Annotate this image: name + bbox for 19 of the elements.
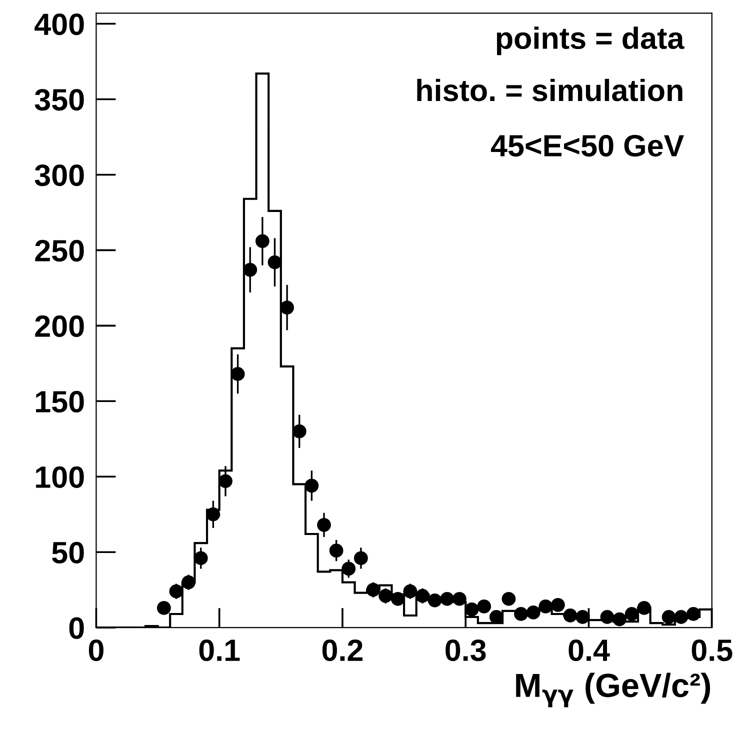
- x-tick-label: 0.1: [199, 639, 240, 662]
- y-tick-label: 200: [35, 315, 84, 338]
- annotation: 45<E<50 GeV: [490, 134, 684, 157]
- x-axis-title: M$_{γγ}$ (GeV/c²): [516, 672, 710, 708]
- y-tick-label: 150: [36, 390, 84, 413]
- y-tick-label: 400: [34, 14, 84, 36]
- x-tick-label: 0.5: [692, 639, 732, 662]
- annotation: histo. = simulation: [417, 78, 682, 102]
- y-tick-label: 250: [35, 240, 84, 262]
- y-tick-label: 300: [34, 164, 84, 186]
- x-tick-label: 0.2: [322, 639, 362, 662]
- y-tick-label: 350: [34, 88, 84, 111]
- x-tick-label: 0.3: [446, 639, 486, 662]
- y-tick-label: 50: [52, 542, 84, 564]
- annotation: points = data: [496, 26, 684, 56]
- y-tick-label: 0: [69, 617, 84, 639]
- x-tick-label: 0.4: [568, 639, 610, 662]
- x-tick-label: 0: [88, 639, 104, 662]
- y-tick-label: 100: [36, 466, 84, 488]
